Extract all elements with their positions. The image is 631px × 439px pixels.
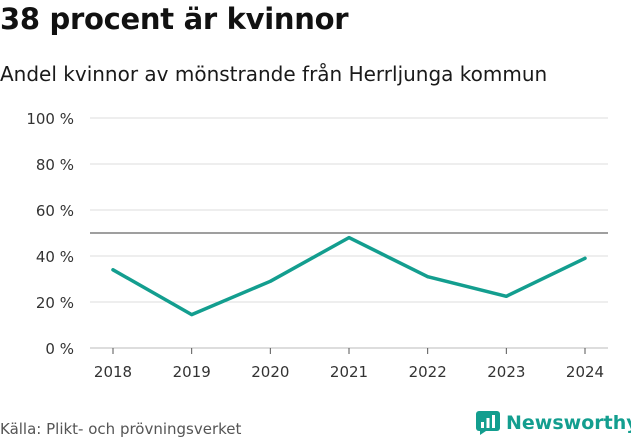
x-tick-label: 2021 [330,363,368,381]
series-line-0 [111,235,587,317]
data-point-2022 [426,275,430,279]
y-tick-label: 80 % [36,156,74,174]
brand-name: Newsworthy [506,412,631,434]
brand-logo[interactable]: Newsworthy [476,410,631,436]
line-chart: 0 % 20 % 40 % 60 % 80 % 100 % 2018 2019 2020 2021… [26,110,608,381]
x-tick-label: 2024 [566,363,604,381]
chart-subtitle: Andel kvinnor av mönstrande från Herrlju… [0,62,548,86]
x-tick-label: 2018 [94,363,132,381]
y-tick-label: 0 % [45,340,74,358]
data-point-2024 [583,256,587,260]
data-point-2020 [268,279,272,283]
y-tick-label: 60 % [36,202,74,220]
x-tick-label: 2020 [251,363,289,381]
y-tick-label: 20 % [36,294,74,312]
x-tick-label: 2019 [173,363,211,381]
data-point-2018 [111,268,115,272]
data-point-2019 [190,313,194,317]
newsworthy-logo-icon [476,411,500,435]
data-point-2021 [347,236,351,240]
series-layer [111,235,587,317]
y-tick-label: 40 % [36,248,74,266]
data-point-2023 [504,294,508,298]
y-tick-label: 100 % [26,110,74,128]
x-tick-label: 2023 [487,363,525,381]
chart-title: 38 procent är kvinnor [0,2,349,36]
source-note: Källa: Plikt- och prövningsverket [0,420,242,438]
x-tick-label: 2022 [409,363,447,381]
axis-layer: 0 % 20 % 40 % 60 % 80 % 100 % 2018 2019 2020 2021… [26,110,604,381]
